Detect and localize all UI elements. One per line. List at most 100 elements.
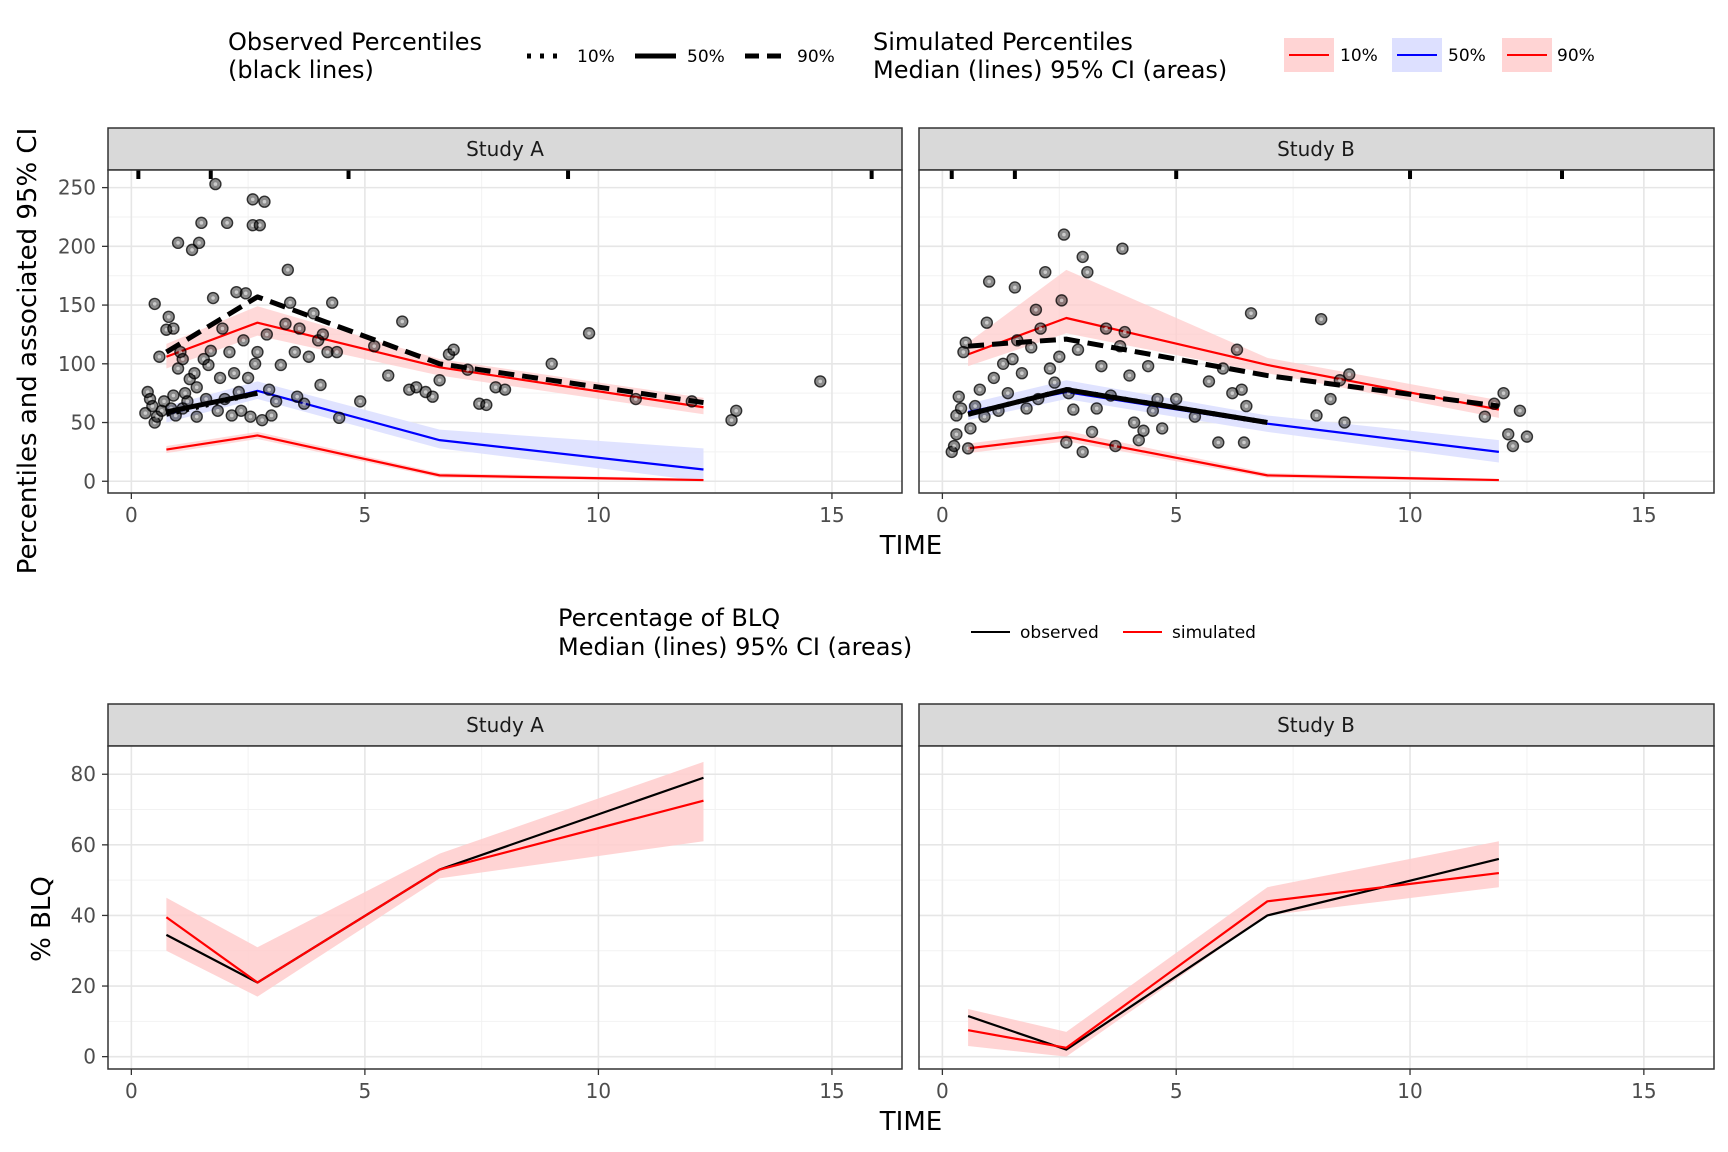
x-tick-label: 10 bbox=[586, 1079, 611, 1103]
observation-point-center bbox=[1006, 391, 1010, 395]
observation-point-center bbox=[227, 350, 232, 354]
top-legend: Observed Percentiles (black lines) 10% 5… bbox=[228, 28, 1595, 84]
blq-simulated-ci-area bbox=[968, 841, 1499, 1057]
panel-border bbox=[918, 169, 1715, 494]
observation-point-center bbox=[1090, 430, 1094, 434]
observation-point-center bbox=[206, 363, 211, 367]
simulated-legend-subtitle: Median (lines) 95% CI (areas) bbox=[873, 56, 1227, 84]
observation-point-center bbox=[1160, 426, 1164, 431]
observation-point-center bbox=[959, 406, 963, 411]
observation-point-center bbox=[243, 291, 248, 296]
observation-point-center bbox=[1483, 414, 1487, 419]
x-tick-label: 10 bbox=[1397, 503, 1422, 527]
blq-simulated-key-label: simulated bbox=[1172, 623, 1256, 643]
observation-point-center bbox=[1314, 413, 1319, 418]
observation-point-center bbox=[1010, 357, 1015, 361]
observation-point-center bbox=[257, 223, 262, 228]
sim-90-median-line bbox=[967, 316, 1500, 411]
observation-point-center bbox=[977, 387, 982, 392]
observation-point-center bbox=[400, 319, 405, 324]
sim-10-median-line bbox=[166, 434, 704, 482]
observation-point-center bbox=[961, 350, 966, 354]
panel-border bbox=[107, 169, 903, 494]
observation-point-center bbox=[1518, 408, 1522, 413]
observation-point-center bbox=[232, 371, 236, 375]
observation-point-center bbox=[211, 296, 215, 300]
observation-point-center bbox=[1113, 444, 1118, 448]
observation-point-center bbox=[1347, 372, 1352, 377]
y-tick-label: 0 bbox=[83, 469, 96, 493]
observation-point-center bbox=[1207, 379, 1211, 384]
observation-point-center bbox=[1136, 438, 1141, 442]
observation-point-center bbox=[493, 385, 498, 390]
obs-90-line bbox=[967, 336, 1500, 409]
observation-point-center bbox=[1511, 444, 1515, 448]
observation-point-center bbox=[265, 332, 269, 337]
observation-point-center bbox=[1052, 380, 1057, 385]
observation-point-center bbox=[430, 394, 435, 399]
bottom-right-strip: Study B bbox=[918, 703, 1715, 747]
blq-legend-subtitle: Median (lines) 95% CI (areas) bbox=[558, 633, 912, 661]
observation-point-center bbox=[1064, 440, 1069, 445]
observation-point-center bbox=[220, 326, 225, 331]
observation-point-center bbox=[234, 290, 239, 294]
observation-point-center bbox=[199, 221, 204, 225]
observation-point-center bbox=[954, 432, 959, 437]
bottom-left-strip-label: Study A bbox=[466, 713, 544, 737]
observation-point-center bbox=[155, 414, 159, 419]
bottom-x-axis-title: TIME bbox=[879, 1107, 942, 1137]
y-tick-label: 200 bbox=[58, 234, 96, 258]
y-tick-label: 250 bbox=[58, 176, 96, 200]
observation-point-center bbox=[973, 404, 977, 408]
observation-point-center bbox=[236, 390, 241, 394]
x-tick-label: 5 bbox=[1170, 503, 1183, 527]
observation-point-center bbox=[968, 426, 973, 431]
observation-point-center bbox=[1062, 232, 1066, 237]
y-tick-label: 150 bbox=[58, 293, 96, 317]
x-tick-label: 5 bbox=[359, 1079, 372, 1103]
observation-point-center bbox=[187, 377, 192, 381]
bottom-left-strip: Study A bbox=[107, 703, 903, 747]
observation-point-center bbox=[316, 338, 320, 343]
observation-point-center bbox=[335, 350, 339, 354]
observation-point-center bbox=[307, 354, 311, 359]
observation-point-center bbox=[218, 376, 222, 380]
top-right-strip: Study B bbox=[918, 127, 1715, 171]
x-tick-label: 15 bbox=[1631, 1079, 1656, 1103]
y-tick-label: 0 bbox=[83, 1045, 96, 1069]
observation-point-center bbox=[297, 326, 302, 331]
observation-point-center bbox=[197, 241, 201, 245]
y-tick-label: 60 bbox=[71, 833, 96, 857]
observation-point-center bbox=[372, 344, 377, 348]
observation-point-center bbox=[318, 383, 323, 387]
observation-point-center bbox=[190, 248, 194, 252]
observation-point-center bbox=[1146, 364, 1150, 368]
blq-observed-key-label: observed bbox=[1020, 623, 1099, 643]
observation-point-center bbox=[1120, 246, 1125, 251]
y-tick-label: 100 bbox=[58, 352, 96, 376]
observation-point-center bbox=[1122, 330, 1127, 334]
observation-point-center bbox=[484, 403, 489, 407]
observation-point-center bbox=[302, 401, 306, 406]
blq-simulated-ci-area bbox=[166, 761, 704, 997]
observation-point-center bbox=[173, 413, 178, 418]
sim-10-key-label: 10% bbox=[1340, 46, 1378, 66]
observation-point-center bbox=[1080, 450, 1085, 454]
observation-point-center bbox=[150, 404, 155, 408]
sim-50-ci-area bbox=[166, 381, 704, 482]
x-tick-label: 15 bbox=[819, 503, 844, 527]
observation-point-center bbox=[1094, 406, 1099, 411]
y-tick-label: 50 bbox=[71, 411, 96, 435]
observation-point-center bbox=[1525, 434, 1529, 439]
observation-point-center bbox=[176, 241, 180, 245]
panel-border bbox=[107, 745, 903, 1070]
observation-point-center bbox=[293, 350, 297, 354]
observation-point-center bbox=[183, 391, 187, 395]
observation-point-center bbox=[1501, 391, 1506, 395]
observation-point-center bbox=[1059, 298, 1064, 303]
observation-point-center bbox=[1020, 371, 1024, 375]
sim-50-key-label: 50% bbox=[1448, 46, 1486, 66]
observation-point-center bbox=[1080, 255, 1085, 259]
observation-point-center bbox=[192, 371, 197, 375]
